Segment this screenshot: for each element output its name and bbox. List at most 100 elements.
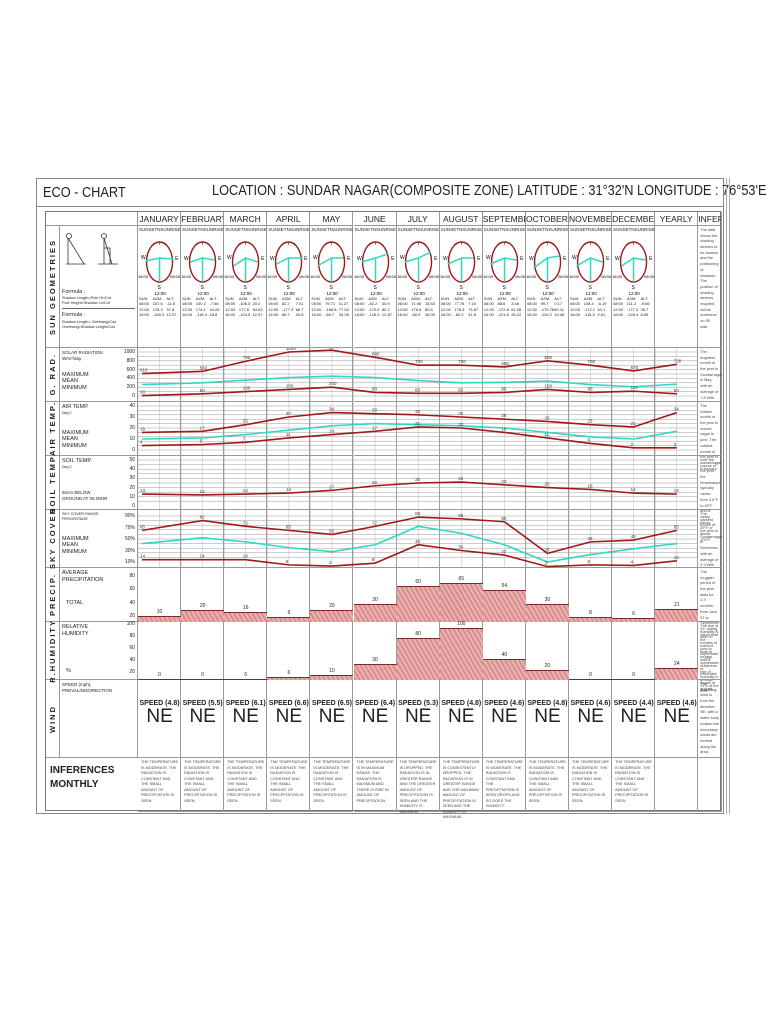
svg-text:16:00: 16:00 xyxy=(224,274,235,279)
precip-bar xyxy=(525,604,569,622)
svg-text:16:00: 16:00 xyxy=(569,274,580,279)
svg-text:08:00: 08:00 xyxy=(472,274,483,279)
location-title: LOCATION : SUNDAR NAGAR(COMPOSITE ZONE) … xyxy=(212,182,767,199)
precip-bar-value: 20 xyxy=(199,603,206,609)
sun-angle-table: SUN AZM. ALT. 08:00 -82.2 30.9 12:00 -170.9 82… xyxy=(354,296,392,318)
month-header-october: OCTOBER xyxy=(525,212,569,226)
svg-text:110: 110 xyxy=(631,385,639,390)
sky-tick: 10% xyxy=(124,559,135,565)
sun-angle-table: SUN AZM. ALT. 08:00 79.71 11.27 12:00 -168.8 7… xyxy=(311,296,349,318)
precip-bar xyxy=(138,616,182,622)
svg-text:16:00: 16:00 xyxy=(354,274,365,279)
svg-text:08:00: 08:00 xyxy=(429,274,440,279)
svg-text:65: 65 xyxy=(674,524,680,529)
svg-text:2: 2 xyxy=(674,442,677,447)
svg-text:12: 12 xyxy=(674,555,680,560)
svg-text:W: W xyxy=(184,256,189,262)
svg-text:08:00: 08:00 xyxy=(558,274,569,279)
wind-speed: SPEED (5.5) xyxy=(182,700,223,707)
sun-path-diagram: W E 16:00 08:00 S 12:00 xyxy=(138,241,181,296)
wind-direction: NE xyxy=(577,706,604,727)
svg-text:W: W xyxy=(572,255,577,261)
monthly-inference-text: THE TEMPERATURE IS IN MAXIMUM RANGE. THE… xyxy=(356,760,394,803)
rad-row-label: SOLAR RADIATION W/m²/day MAXIMUM MEAN MINIMU… xyxy=(60,348,138,402)
wind-speed: SPEED (4.8) xyxy=(139,700,180,707)
svg-text:40: 40 xyxy=(415,539,421,544)
svg-text:E: E xyxy=(520,256,524,262)
wind-speed: SPEED (4.8) xyxy=(527,700,568,707)
svg-text:100: 100 xyxy=(243,386,251,391)
svg-text:12:00: 12:00 xyxy=(327,291,339,296)
precip-title: AVERAGE PRECIPITATION xyxy=(62,570,104,584)
wind-cell: SPEED (4.8) NE xyxy=(138,680,181,727)
svg-text:S: S xyxy=(201,285,205,291)
rad-unit: W/m²/day xyxy=(62,355,82,361)
humidity-bar-value: 6 xyxy=(287,669,291,676)
humidity-tick: 80 xyxy=(129,633,135,639)
svg-text:16:00: 16:00 xyxy=(181,274,192,279)
humidity-row-label: RELATIVE HUMIDITY% xyxy=(60,622,138,680)
svg-text:7: 7 xyxy=(243,436,246,441)
sky-title: SKY COVER RANGE PERCENTAGE xyxy=(62,512,99,521)
humidity-bar xyxy=(525,669,569,680)
wind-cell: SPEED (5.3) NE xyxy=(397,680,440,727)
svg-text:23: 23 xyxy=(588,419,594,424)
wind-cell xyxy=(439,680,483,758)
wind-cell xyxy=(655,680,699,758)
svg-text:08:00: 08:00 xyxy=(342,274,353,279)
month-header-december: DECEMBER xyxy=(612,212,656,226)
sun-cell xyxy=(525,226,569,348)
svg-text:23: 23 xyxy=(501,479,507,484)
sun-cell xyxy=(267,226,311,348)
svg-text:16:00: 16:00 xyxy=(440,274,451,279)
svg-text:20: 20 xyxy=(458,422,464,427)
precip-bar-value: 20 xyxy=(329,603,335,609)
svg-text:26: 26 xyxy=(544,415,550,420)
sun-dial-february: SUNSET N SUNRISE W E 16:00 08:00 S 12:00 S… xyxy=(181,227,224,318)
month-header-march: MARCH xyxy=(224,212,268,226)
sun-path-diagram: W E 16:00 08:00 S 12:00 xyxy=(612,241,655,296)
sun-section-label: SUN GEOMETRIES xyxy=(46,226,60,348)
air-inference: The hottest month of the year in sunder … xyxy=(698,402,722,471)
wind-cell xyxy=(181,680,225,758)
svg-text:16:00: 16:00 xyxy=(138,274,149,279)
wind-speed: SPEED (6.6) xyxy=(268,700,309,707)
svg-text:12:00: 12:00 xyxy=(370,291,382,296)
svg-text:W: W xyxy=(400,255,405,261)
formula2-text: Shadow Length= Overhang/Cos Overhang=Sha… xyxy=(62,319,117,329)
precip-bar-value: 6 xyxy=(632,611,636,618)
wind-speed: SPEED (4.6) xyxy=(484,700,525,707)
precip-bar xyxy=(353,604,397,622)
wind-cell: SPEED (6.5) NE xyxy=(310,680,353,727)
precip-bar-value: 16 xyxy=(242,605,249,612)
humidity-tick: 20 xyxy=(129,669,135,675)
wind-cell: SPEED (4.8) NE xyxy=(526,680,569,727)
humidity-bar-value: 40 xyxy=(501,652,508,659)
sun-row-label: Formula : Shadow Length=Pole Ht./Cot Pol… xyxy=(60,226,138,348)
soil-tick: 20 xyxy=(129,484,135,491)
sun-angle-table: SUN AZM. ALT. 08:00 82.7 7.01 12:00 -177.3 66.… xyxy=(268,296,304,318)
sun-dial-march: SUNSET N SUNRISE W E 16:00 08:00 S 12:00 S… xyxy=(224,227,267,318)
wind-cell xyxy=(612,680,656,758)
legend-air-2: MINIMUM xyxy=(62,442,87,449)
precip-bar-value: 9 xyxy=(287,609,291,616)
svg-text:560: 560 xyxy=(200,365,208,370)
svg-text:150: 150 xyxy=(544,383,552,388)
svg-text:E: E xyxy=(218,256,222,262)
monthly_inf-cell xyxy=(439,758,483,812)
humidity-tick: 60 xyxy=(129,645,135,651)
monthly_inf-cell xyxy=(267,758,311,812)
legend-rad-2: MINIMUM xyxy=(62,384,87,391)
svg-text:12:00: 12:00 xyxy=(413,291,425,296)
sun-angle-table: SUN AZM. ALT. 08:00 107.6 -11.6 12:00 178.3 37… xyxy=(139,296,177,318)
svg-text:790: 790 xyxy=(243,355,251,360)
wind-section-label: WIND xyxy=(46,680,60,758)
monthly-inference-text: THE TEMPERATURE IS DROPPED. THE RADIATIO… xyxy=(399,760,437,814)
wind-speed: SPEED (4.8) xyxy=(441,700,482,707)
monthly-inference-text: THE TEMPERATURE IS CONSISTENTLY DROPPED.… xyxy=(442,760,480,819)
sun-cell xyxy=(439,226,483,348)
svg-text:E: E xyxy=(434,256,438,262)
wind-cell xyxy=(267,680,311,758)
corner-cell xyxy=(46,212,138,226)
precip-bar xyxy=(396,586,440,622)
